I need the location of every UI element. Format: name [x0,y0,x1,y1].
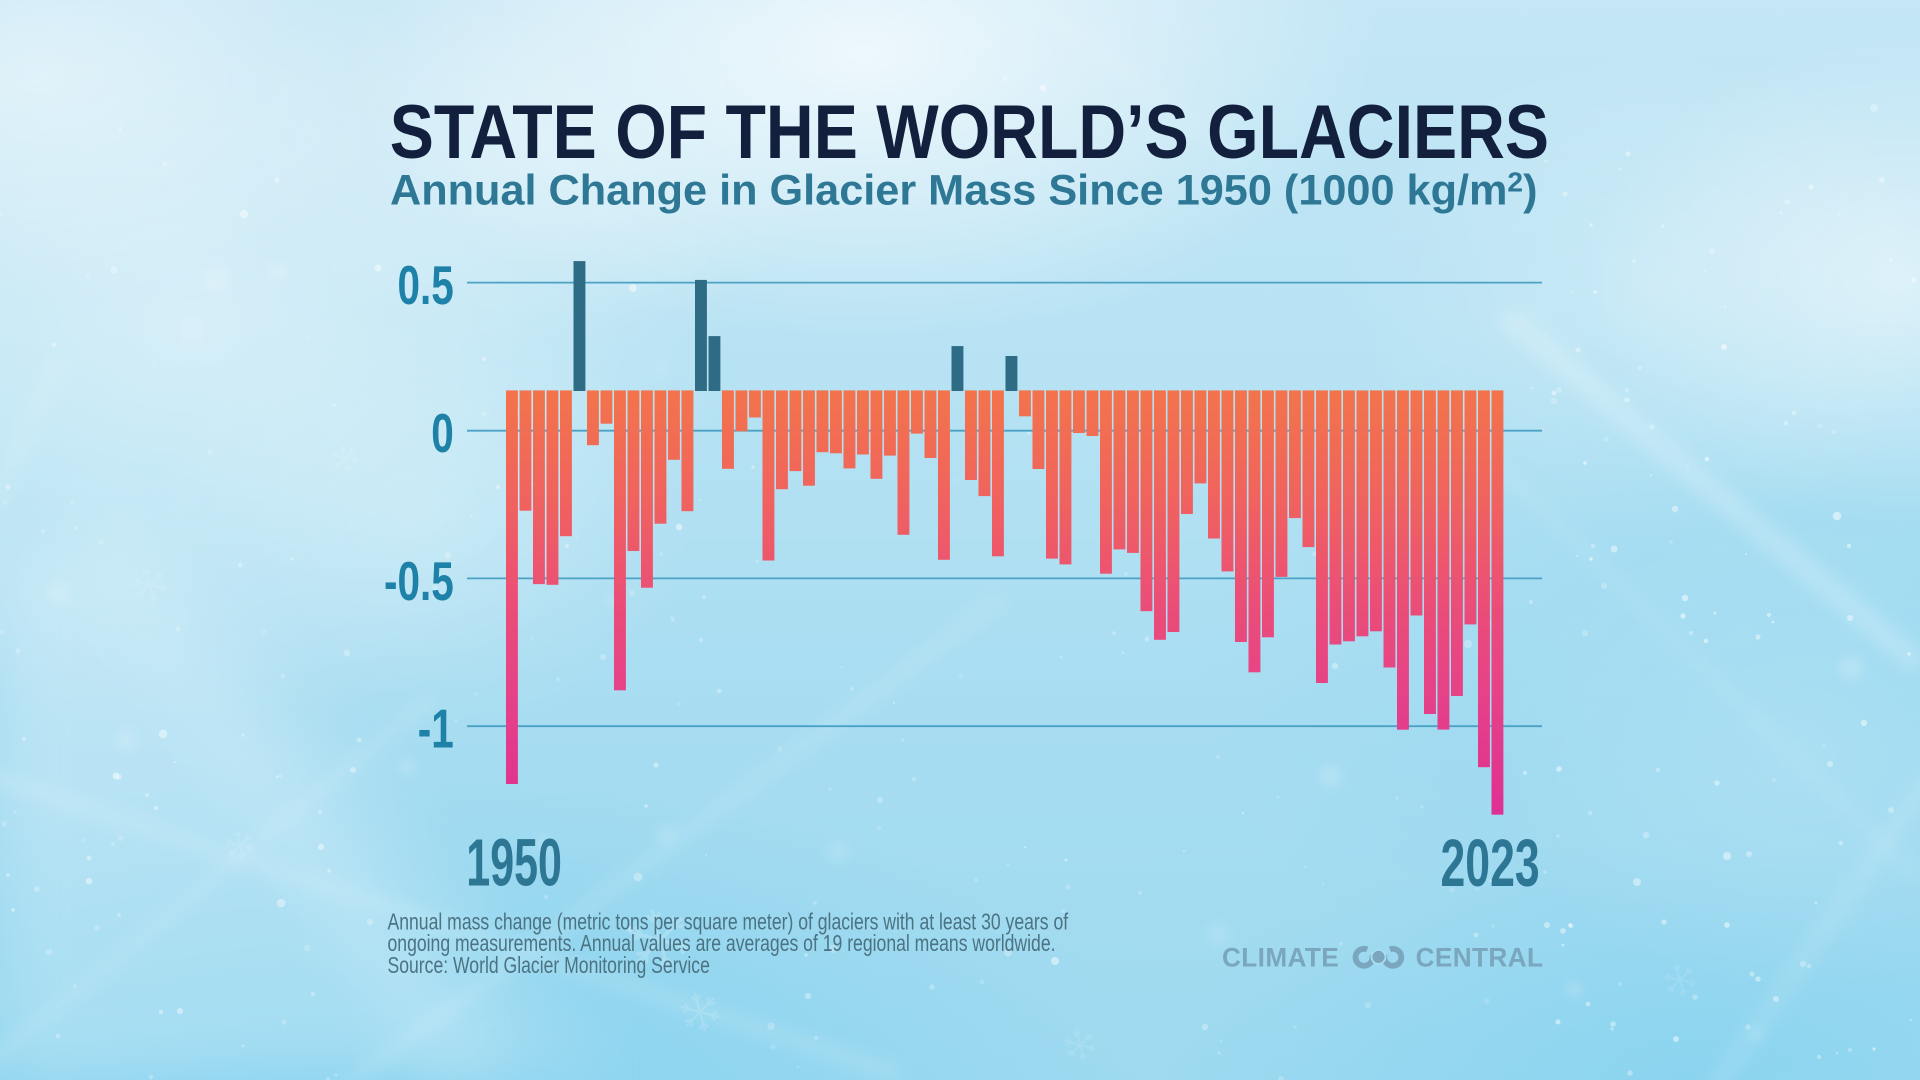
svg-text:CENTRAL: CENTRAL [1416,942,1544,972]
svg-text:-1: -1 [418,699,454,760]
svg-text:0: 0 [431,403,454,464]
svg-text:CLIMATE: CLIMATE [1222,942,1339,972]
svg-text:1950: 1950 [466,825,562,900]
svg-text:Annual Change in Glacier Mass: Annual Change in Glacier Mass Since 1950… [390,167,1538,215]
svg-text:0.5: 0.5 [397,255,453,316]
svg-text:Annual mass change (metric ton: Annual mass change (metric tons per squa… [388,909,1069,935]
svg-text:ongoing measurements. Annual v: ongoing measurements. Annual values are … [388,931,1056,957]
svg-text:-0.5: -0.5 [384,551,454,612]
svg-text:2023: 2023 [1441,826,1540,901]
svg-text:Source: World Glacier Monitori: Source: World Glacier Monitoring Service [388,953,710,979]
svg-text:STATE OF THE WORLD’S GLACIERS: STATE OF THE WORLD’S GLACIERS [390,90,1549,175]
